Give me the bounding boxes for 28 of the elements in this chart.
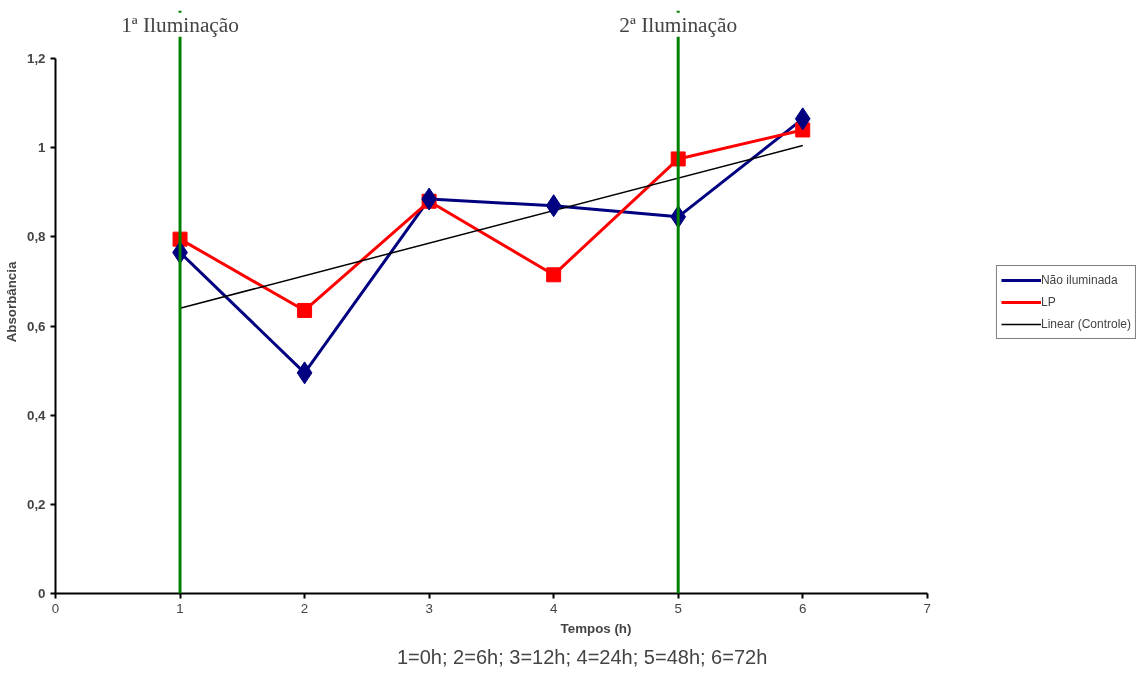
- x-tick-label: 4: [549, 600, 558, 616]
- point: [296, 361, 313, 385]
- x-tick-label: 2: [300, 600, 309, 616]
- x-axis-title: Tempos (h): [560, 620, 632, 636]
- legend-label: Linear (Controle): [1040, 316, 1131, 331]
- ref-line-label: 1ª Iluminação: [121, 12, 239, 37]
- y-tick-label: 0,8: [26, 229, 46, 245]
- y-axis-title: Absorbância: [3, 261, 19, 343]
- y-tick-label: 1: [38, 140, 47, 156]
- y-tick-label: 0,6: [26, 318, 46, 334]
- x-tick-label: 7: [923, 600, 931, 616]
- point: [545, 194, 562, 218]
- legend-label: LP: [1040, 294, 1057, 309]
- y-tick-label: 0,4: [26, 407, 47, 423]
- point: [546, 267, 562, 283]
- point: [297, 302, 313, 318]
- y-tick-label: 0,2: [26, 496, 46, 512]
- x-tick-label: 3: [425, 600, 433, 616]
- x-tick-label: 5: [674, 600, 682, 616]
- y-tick-label: 1,2: [26, 51, 46, 67]
- legend-label: Não iluminada: [1040, 272, 1118, 287]
- x-tick-label: 6: [799, 600, 807, 616]
- x-tick-label: 0: [51, 600, 60, 616]
- point: [794, 107, 811, 131]
- ref-line-label: 2ª Iluminação: [619, 12, 738, 37]
- y-tick-label: 0: [38, 586, 46, 601]
- x-tick-label: 1: [176, 600, 184, 616]
- text: 1=0h; 2=6h; 3=12h; 4=24h; 5=48h; 6=72h: [396, 645, 768, 668]
